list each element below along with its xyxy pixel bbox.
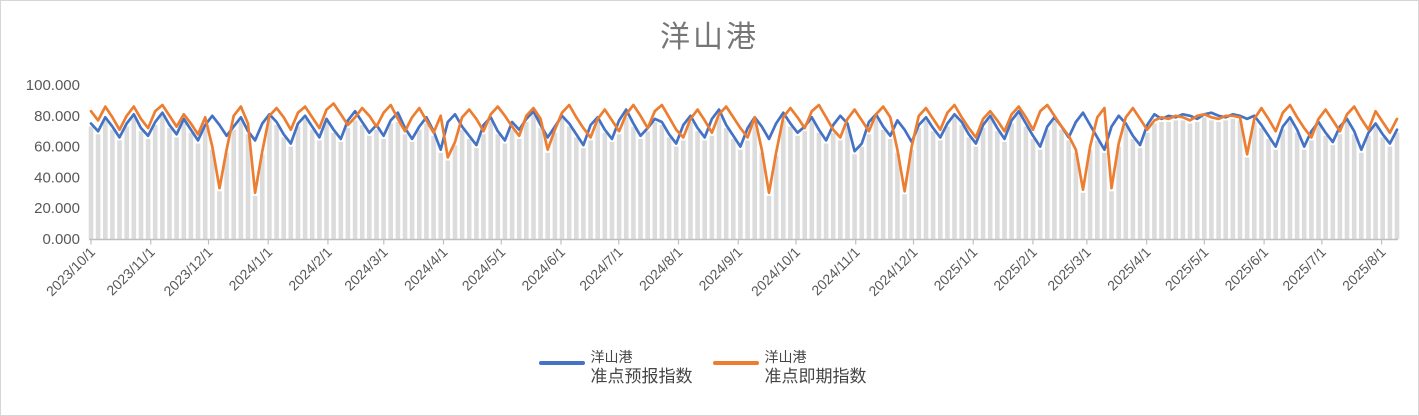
svg-text:2025/7/1: 2025/7/1 xyxy=(1279,244,1329,294)
spot-line-swatch xyxy=(712,361,759,365)
legend-label-line1: 洋山港 xyxy=(590,349,633,365)
svg-text:2024/10/1: 2024/10/1 xyxy=(748,244,804,300)
svg-text:2024/11/1: 2024/11/1 xyxy=(808,244,863,299)
svg-text:20.000: 20.000 xyxy=(34,200,80,217)
series-lines xyxy=(89,102,1399,195)
legend-label-line2: 准点预报指数 xyxy=(590,367,693,386)
svg-text:80.000: 80.000 xyxy=(34,108,80,125)
y-axis-labels: 0.000 20.000 40.000 60.000 80.000 100.000 xyxy=(26,77,80,248)
svg-text:2024/4/1: 2024/4/1 xyxy=(401,244,451,294)
forecast-line-swatch xyxy=(538,361,585,365)
legend-label-line2: 准点即期指数 xyxy=(764,367,867,386)
svg-text:2023/10/1: 2023/10/1 xyxy=(43,244,99,300)
legend-label-forecast: 洋山港 准点预报指数 xyxy=(591,349,693,388)
svg-text:2023/12/1: 2023/12/1 xyxy=(160,244,216,300)
svg-text:2025/1/1: 2025/1/1 xyxy=(930,244,980,294)
x-axis-ticks xyxy=(90,239,1383,245)
svg-text:0.000: 0.000 xyxy=(42,231,80,248)
chart-legend: 洋山港 准点预报指数 洋山港 准点即期指数 xyxy=(1,349,1418,388)
legend-entry-spot: 洋山港 准点即期指数 xyxy=(712,349,881,388)
svg-text:40.000: 40.000 xyxy=(34,169,80,186)
svg-text:2025/4/1: 2025/4/1 xyxy=(1104,244,1154,294)
legend-label-line1: 洋山港 xyxy=(764,349,807,365)
svg-text:2025/5/1: 2025/5/1 xyxy=(1162,244,1212,294)
svg-text:2024/8/1: 2024/8/1 xyxy=(636,244,686,294)
svg-text:2024/6/1: 2024/6/1 xyxy=(518,244,568,294)
svg-text:2025/3/1: 2025/3/1 xyxy=(1044,244,1094,294)
x-axis-labels: 2023/10/1 2023/11/1 2023/12/1 2024/1/1 2024/… xyxy=(43,244,1389,300)
svg-text:2024/2/1: 2024/2/1 xyxy=(285,244,335,294)
svg-text:2024/12/1: 2024/12/1 xyxy=(865,244,921,300)
svg-text:2024/3/1: 2024/3/1 xyxy=(341,244,391,294)
dropline-bars xyxy=(88,114,1400,239)
legend-entry-forecast: 洋山港 准点预报指数 xyxy=(538,349,707,388)
svg-text:2024/9/1: 2024/9/1 xyxy=(695,244,745,294)
svg-text:2025/6/1: 2025/6/1 xyxy=(1221,244,1271,294)
svg-text:2024/5/1: 2024/5/1 xyxy=(459,244,509,294)
svg-text:2024/1/1: 2024/1/1 xyxy=(225,244,275,294)
svg-text:2024/7/1: 2024/7/1 xyxy=(576,244,626,294)
svg-text:2025/8/1: 2025/8/1 xyxy=(1339,244,1389,294)
svg-text:2025/2/1: 2025/2/1 xyxy=(990,244,1040,294)
svg-text:60.000: 60.000 xyxy=(34,139,80,156)
svg-text:2023/11/1: 2023/11/1 xyxy=(103,244,158,299)
legend-label-spot: 洋山港 准点即期指数 xyxy=(765,349,867,388)
svg-text:100.000: 100.000 xyxy=(26,77,80,94)
